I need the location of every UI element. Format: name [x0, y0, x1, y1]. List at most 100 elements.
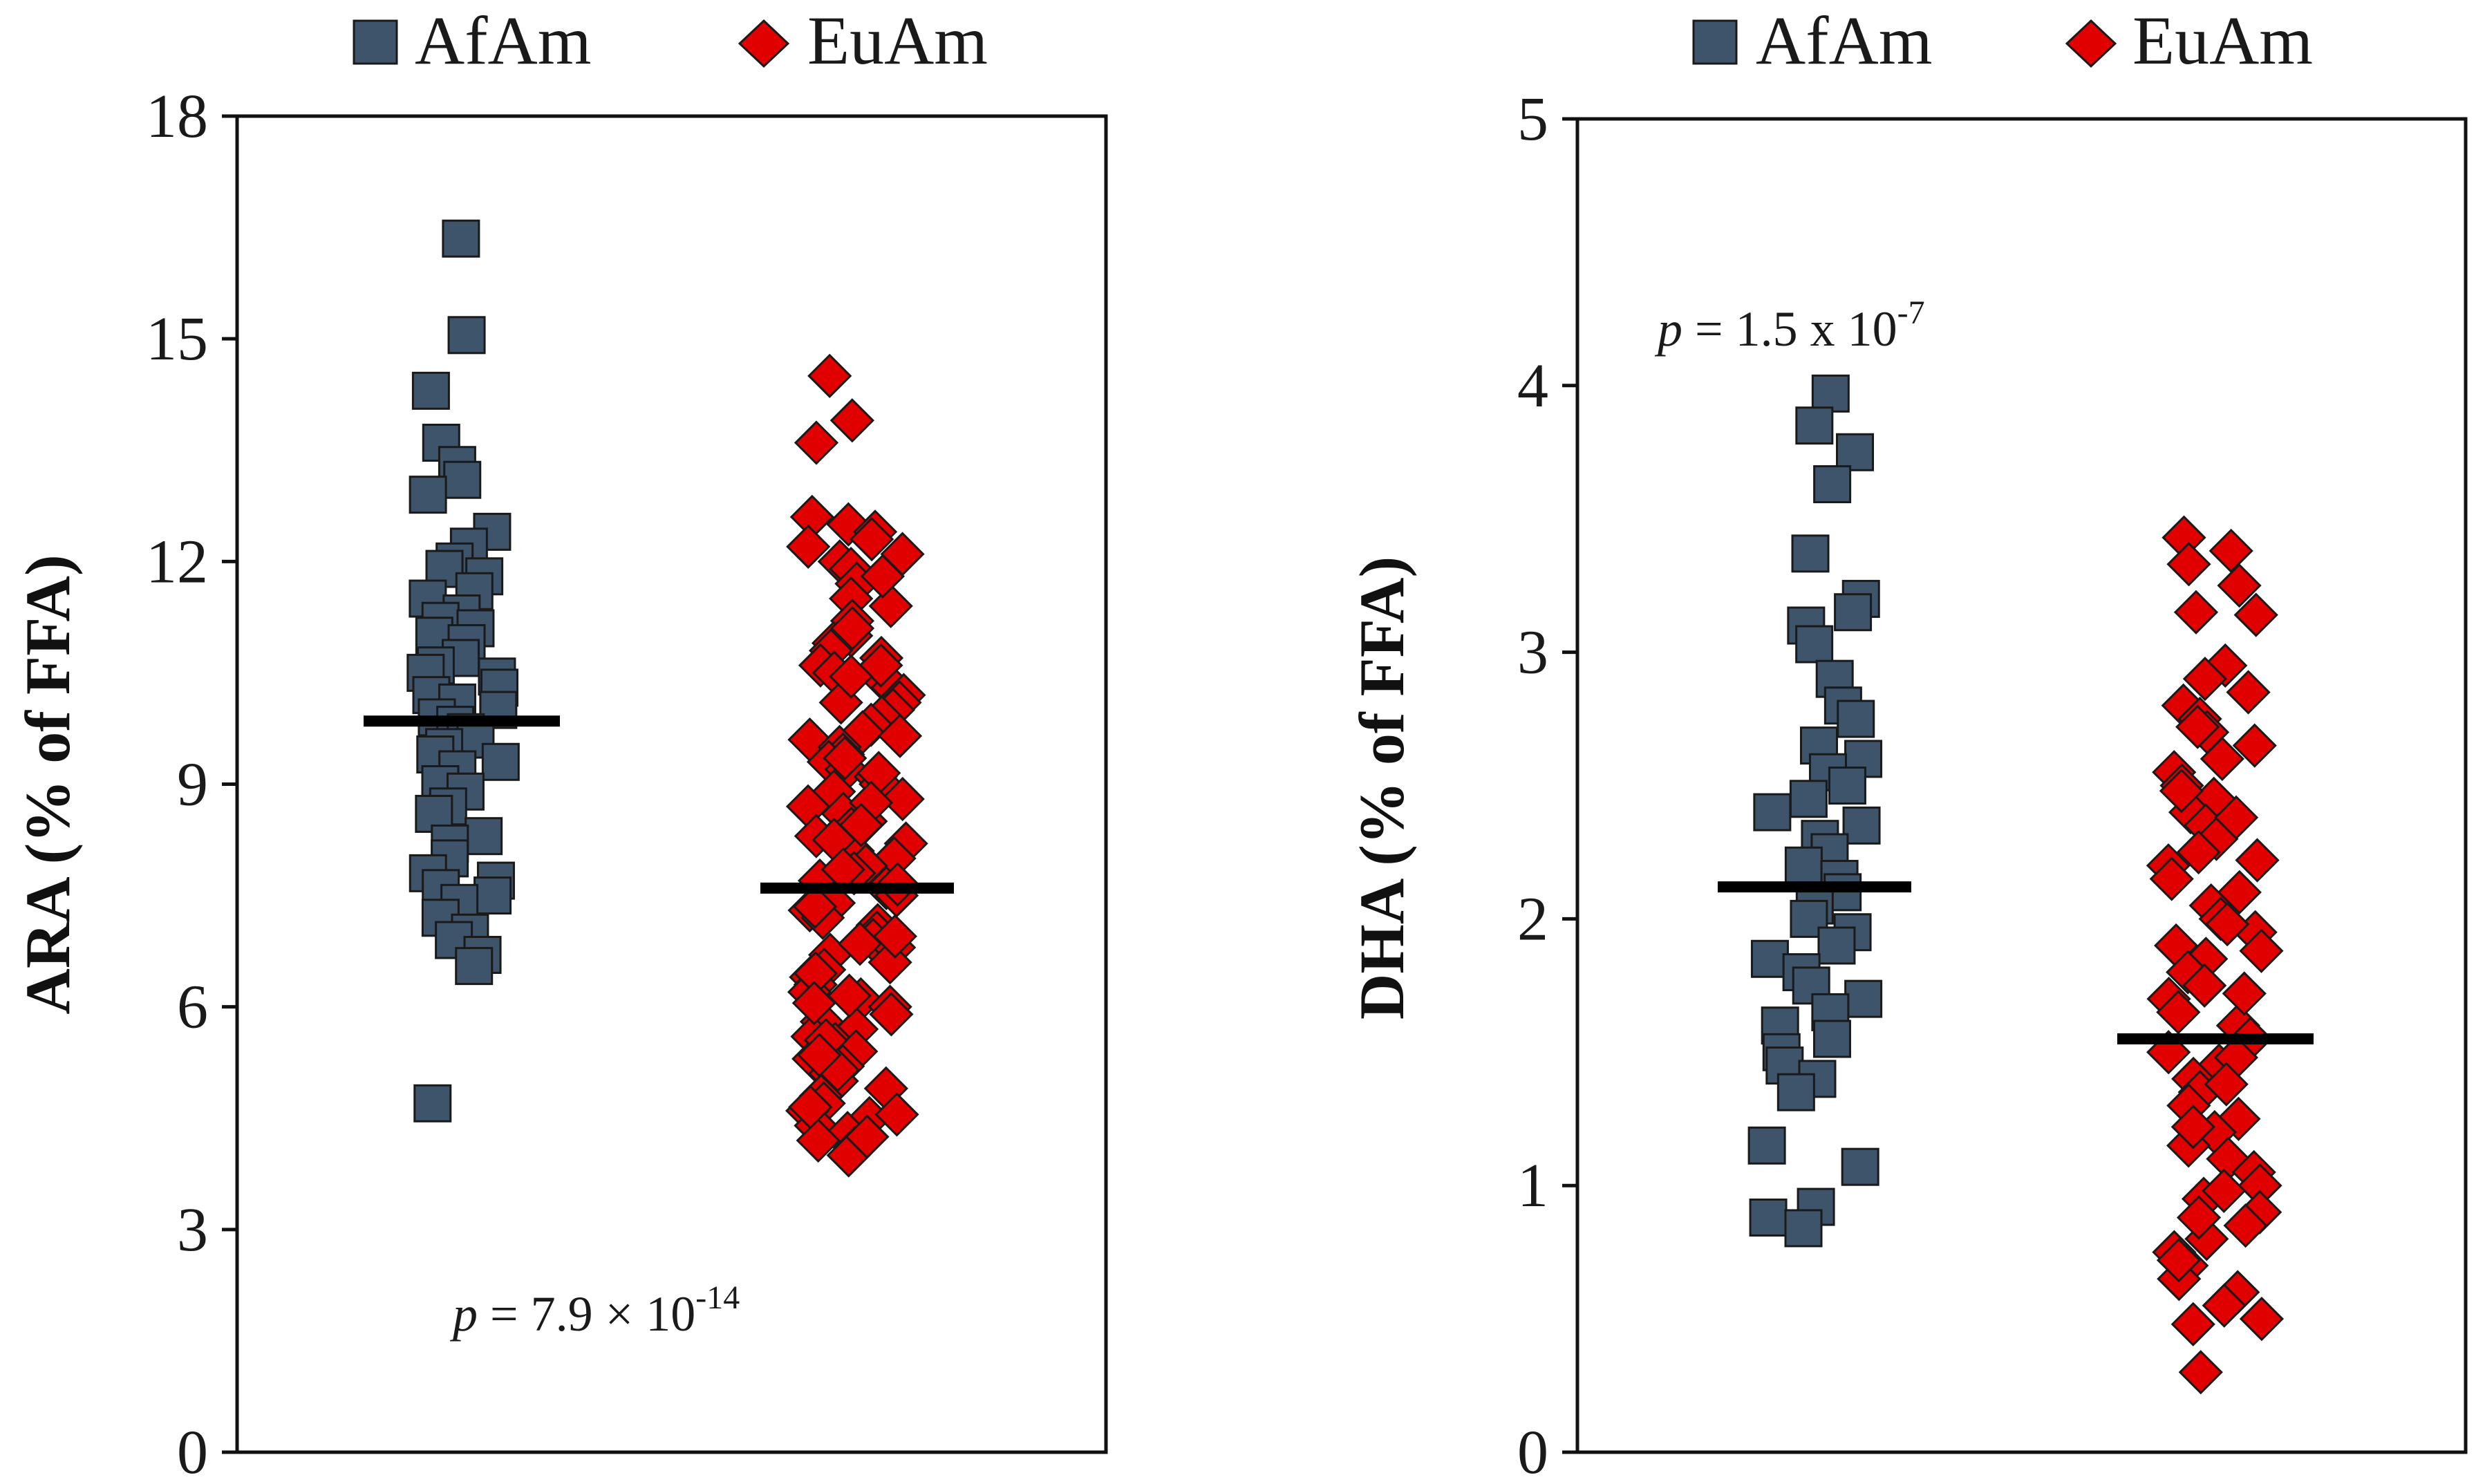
ara-mean-lines — [364, 715, 954, 894]
dha-point-euam — [2159, 769, 2204, 814]
dha-point-euam — [2175, 704, 2220, 749]
ara-point-afam — [481, 742, 520, 781]
dha-point-euam — [2205, 901, 2250, 947]
ara-point-afam — [455, 947, 494, 986]
dha-point-euam — [2200, 736, 2244, 782]
dha-point-afam — [1749, 1198, 1788, 1237]
ara-legend-afam-label: AfAm — [415, 2, 592, 79]
ara-point-euam — [823, 735, 868, 781]
dha-y-tick-label: 4 — [1517, 352, 1548, 420]
ara-point-euam — [872, 914, 917, 959]
ara-y-tick-label: 18 — [146, 82, 208, 151]
ara-point-euam — [868, 940, 912, 985]
ara-p-value-body: = 7.9 × 10 — [478, 1286, 695, 1342]
dha-point-afam — [1784, 846, 1823, 885]
ara-point-euam — [796, 1118, 841, 1163]
dha-point-euam — [2149, 856, 2194, 901]
ara-point-afam — [442, 219, 480, 258]
dha-point-afam — [1841, 1147, 1879, 1186]
ara-y-axis-title: ARA (% of FFA) — [12, 554, 83, 1014]
dha-point-afam — [1776, 1073, 1815, 1111]
dha-point-euam — [2233, 592, 2278, 637]
dha-y-tick-label: 0 — [1517, 1418, 1548, 1484]
dha-point-euam — [2226, 670, 2271, 715]
dha-y-tick-label: 3 — [1517, 619, 1548, 687]
dha-legend-afam-marker — [1692, 19, 1738, 65]
ara-point-euam — [850, 516, 894, 562]
ara-p-value: p = 7.9 × 10-14 — [449, 1279, 740, 1342]
ara-panel: 0 3 6 9 12 15 18 AfAm EuAm ARA (% of FFA) p = … — [12, 2, 1108, 1484]
ara-point-afam — [443, 460, 482, 499]
dha-y-tick-label: 5 — [1517, 85, 1548, 153]
dha-point-afam — [1813, 465, 1852, 504]
dha-legend-euam-label: EuAm — [2132, 2, 2313, 79]
dha-point-afam — [1837, 699, 1875, 738]
dha-y-axis: 0 1 2 3 4 5 — [1517, 85, 1577, 1484]
ara-legend-euam-label: EuAm — [807, 2, 988, 79]
ara-y-tick-label: 0 — [177, 1418, 208, 1484]
ara-point-afam — [473, 876, 512, 915]
ara-point-euam — [860, 554, 906, 599]
dha-legend: AfAm EuAm — [1692, 2, 2313, 79]
ara-legend-euam-marker — [738, 19, 790, 68]
ara-point-euam — [788, 1084, 833, 1129]
dha-point-euam — [2156, 990, 2201, 1035]
dha-point-euam — [2178, 1350, 2223, 1395]
dha-point-afam — [1812, 1020, 1851, 1058]
dha-point-afam — [1753, 793, 1792, 832]
dha-point-afam — [1842, 806, 1881, 845]
dha-point-afam — [1747, 1126, 1786, 1165]
ara-point-afam — [411, 371, 450, 410]
dha-point-afam — [1784, 1209, 1823, 1248]
ara-point-euam — [794, 420, 839, 465]
dha-y-axis-title: DHA (% of FFA) — [1347, 556, 1417, 1020]
ara-point-euam — [837, 921, 883, 966]
ara-plot-area — [235, 114, 1108, 1454]
dha-point-afam — [1750, 939, 1789, 978]
dha-point-afam — [1828, 767, 1866, 805]
ara-p-value-prefix: p — [449, 1286, 478, 1342]
dha-point-euam — [2213, 795, 2259, 840]
ara-point-euam — [797, 1033, 842, 1078]
dha-point-euam — [2202, 1168, 2247, 1214]
ara-y-tick-label: 15 — [146, 305, 208, 373]
dha-point-euam — [2239, 928, 2284, 973]
ara-point-euam — [880, 776, 925, 822]
dha-point-afam — [1795, 406, 1834, 445]
ara-point-euam — [826, 502, 871, 547]
dha-point-euam — [2217, 563, 2262, 608]
dha-mean-lines — [1718, 881, 2314, 1045]
ara-legend-afam-marker — [353, 19, 398, 65]
dha-point-afam — [1789, 780, 1828, 818]
ara-p-value-exponent: -14 — [695, 1279, 740, 1316]
dha-point-euam — [2176, 1195, 2222, 1240]
dha-point-euam — [2202, 1283, 2247, 1328]
dha-point-euam — [2156, 1238, 2202, 1283]
ara-point-euam — [829, 605, 875, 651]
dha-point-afam — [1817, 926, 1856, 965]
ara-point-euam — [827, 973, 872, 1018]
ara-point-euam — [829, 398, 874, 443]
ara-points — [406, 219, 928, 1178]
dha-point-euam — [2239, 1296, 2285, 1342]
ara-y-tick-label: 9 — [177, 751, 208, 819]
dha-point-euam — [2182, 657, 2228, 702]
ara-point-euam — [807, 353, 852, 398]
dha-point-afam — [1795, 625, 1834, 664]
dha-point-euam — [2182, 963, 2227, 1008]
dha-point-euam — [2170, 1302, 2215, 1346]
dha-p-value-body: = 1.5 x 10 — [1682, 301, 1897, 357]
dha-plot-area — [1575, 117, 2468, 1454]
ara-y-tick-label: 6 — [177, 973, 208, 1042]
dha-point-euam — [2166, 542, 2211, 587]
ara-point-euam — [874, 1092, 919, 1137]
dha-point-euam — [2204, 1062, 2249, 1107]
ara-point-euam — [792, 884, 838, 929]
dha-p-value-prefix: p — [1654, 301, 1682, 357]
dha-y-tick-label: 1 — [1517, 1152, 1548, 1220]
ara-point-euam — [845, 1114, 890, 1159]
ara-point-afam — [447, 316, 486, 355]
dha-point-euam — [2173, 590, 2219, 635]
dha-point-afam — [1811, 374, 1850, 413]
dha-point-euam — [2235, 838, 2280, 883]
